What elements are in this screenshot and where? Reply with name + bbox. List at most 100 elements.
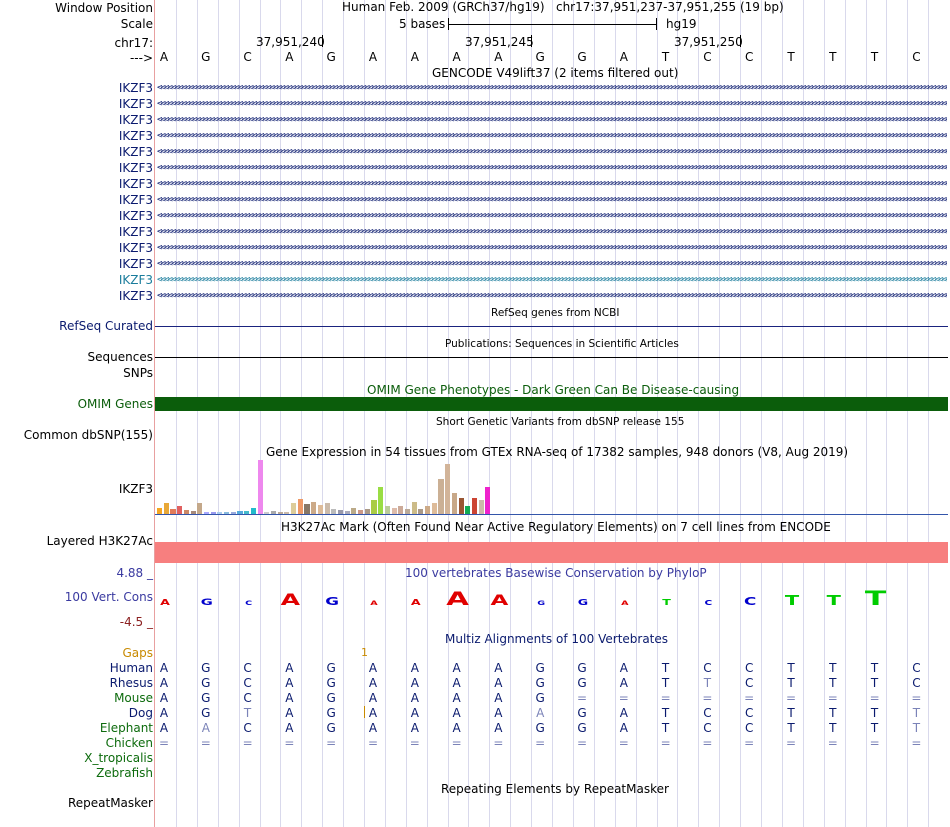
phylop-title[interactable]: 100 vertebrates Basewise Conservation by…	[405, 566, 707, 580]
omim-track-bar[interactable]	[155, 397, 948, 411]
gtex-tissue-bar[interactable]	[297, 499, 303, 514]
gtex-tissue-bar[interactable]	[210, 512, 216, 514]
gencode-gene-label[interactable]: IKZF3	[118, 273, 153, 287]
gtex-tissue-bar[interactable]	[337, 510, 344, 514]
pubs-track-line[interactable]	[155, 357, 948, 358]
gtex-tissue-bar[interactable]	[250, 508, 256, 514]
gtex-tissue-bar[interactable]	[358, 510, 364, 514]
gtex-label[interactable]: IKZF3	[118, 482, 153, 496]
gencode-gene-label[interactable]: IKZF3	[118, 145, 153, 159]
gtex-tissue-bar[interactable]	[264, 512, 270, 514]
gtex-tissue-bar[interactable]	[257, 460, 263, 514]
gencode-gene-label[interactable]: IKZF3	[118, 81, 153, 95]
gtex-tissue-bar[interactable]	[170, 509, 176, 514]
repeatmasker-label[interactable]: RepeatMasker	[67, 796, 153, 810]
gtex-tissue-bar[interactable]	[324, 503, 330, 514]
gtex-tissue-bar[interactable]	[398, 506, 404, 514]
gencode-gene-label[interactable]: IKZF3	[118, 113, 153, 127]
gtex-tissue-bar[interactable]	[364, 509, 370, 514]
gtex-tissue-bar[interactable]	[418, 509, 424, 514]
gencode-transcript[interactable]: <<<<<<<<<<<<<<<<<<<<<<<<<<<<<<<<<<<<<<<<…	[157, 131, 947, 141]
refseq-title[interactable]: RefSeq genes from NCBI	[491, 307, 620, 319]
gtex-tissue-bar[interactable]	[203, 512, 210, 514]
refseq-label[interactable]: RefSeq Curated	[59, 319, 153, 333]
phylop-label[interactable]: 100 Vert. Cons	[64, 590, 153, 604]
gtex-tissue-bar[interactable]	[445, 464, 451, 514]
multiz-species-label[interactable]: Zebrafish	[96, 766, 153, 780]
gencode-gene-label[interactable]: IKZF3	[118, 209, 153, 223]
gtex-tissue-bar[interactable]	[391, 508, 397, 514]
multiz-species-label[interactable]: Mouse	[114, 691, 153, 705]
gencode-transcript[interactable]: <<<<<<<<<<<<<<<<<<<<<<<<<<<<<<<<<<<<<<<<…	[157, 147, 947, 157]
snps-label[interactable]: SNPs	[123, 366, 153, 380]
gencode-title[interactable]: GENCODE V49lift37 (2 items filtered out)	[432, 66, 679, 80]
gencode-transcript[interactable]: <<<<<<<<<<<<<<<<<<<<<<<<<<<<<<<<<<<<<<<<…	[157, 179, 947, 189]
gencode-transcript[interactable]: <<<<<<<<<<<<<<<<<<<<<<<<<<<<<<<<<<<<<<<<…	[157, 99, 947, 109]
h3k27ac-label[interactable]: Layered H3K27Ac	[46, 534, 153, 548]
gtex-tissue-bar[interactable]	[485, 487, 491, 514]
gtex-tissue-bar[interactable]	[317, 505, 323, 514]
h3k27ac-track-bar[interactable]	[155, 542, 948, 563]
gtex-tissue-bar[interactable]	[465, 506, 471, 514]
gencode-gene-label[interactable]: IKZF3	[118, 257, 153, 271]
multiz-title[interactable]: Multiz Alignments of 100 Vertebrates	[445, 632, 669, 646]
gtex-tissue-bar[interactable]	[404, 509, 411, 514]
gtex-tissue-bar[interactable]	[371, 500, 377, 514]
gencode-transcript[interactable]: <<<<<<<<<<<<<<<<<<<<<<<<<<<<<<<<<<<<<<<<…	[157, 195, 947, 205]
gtex-tissue-bar[interactable]	[230, 512, 236, 514]
gtex-tissue-bar[interactable]	[425, 506, 431, 514]
gencode-gene-label[interactable]: IKZF3	[118, 225, 153, 239]
refseq-track-line[interactable]	[155, 326, 948, 327]
dbsnp-label[interactable]: Common dbSNP(155)	[23, 428, 153, 442]
gtex-tissue-bar[interactable]	[311, 502, 317, 514]
gencode-transcript[interactable]: <<<<<<<<<<<<<<<<<<<<<<<<<<<<<<<<<<<<<<<<…	[157, 211, 947, 221]
pubs-title[interactable]: Publications: Sequences in Scientific Ar…	[445, 338, 679, 350]
gencode-transcript[interactable]: <<<<<<<<<<<<<<<<<<<<<<<<<<<<<<<<<<<<<<<<…	[157, 291, 947, 301]
gtex-tissue-bar[interactable]	[471, 498, 478, 514]
gencode-transcript[interactable]: <<<<<<<<<<<<<<<<<<<<<<<<<<<<<<<<<<<<<<<<…	[157, 115, 947, 125]
gtex-tissue-bar[interactable]	[451, 493, 457, 514]
gtex-tissue-bar[interactable]	[270, 511, 277, 514]
gaps-label[interactable]: Gaps	[122, 646, 153, 660]
gencode-transcript[interactable]: <<<<<<<<<<<<<<<<<<<<<<<<<<<<<<<<<<<<<<<<…	[157, 275, 947, 285]
gtex-tissue-bar[interactable]	[458, 498, 464, 514]
gtex-tissue-bar[interactable]	[157, 508, 163, 514]
gencode-gene-label[interactable]: IKZF3	[118, 97, 153, 111]
gtex-tissue-bar[interactable]	[284, 512, 290, 514]
gtex-tissue-bar[interactable]	[244, 511, 250, 514]
pubs-label[interactable]: Sequences	[87, 350, 153, 364]
gtex-tissue-bar[interactable]	[331, 509, 337, 514]
gtex-tissue-bar[interactable]	[177, 506, 183, 514]
gtex-tissue-bar[interactable]	[291, 503, 297, 514]
gencode-gene-label[interactable]: IKZF3	[118, 241, 153, 255]
omim-label[interactable]: OMIM Genes	[77, 397, 153, 411]
gtex-tissue-bar[interactable]	[351, 508, 357, 514]
gtex-tissue-bar[interactable]	[277, 512, 283, 514]
dbsnp-title[interactable]: Short Genetic Variants from dbSNP releas…	[436, 416, 685, 428]
gtex-bar-chart[interactable]	[155, 460, 555, 515]
gencode-gene-label[interactable]: IKZF3	[118, 193, 153, 207]
multiz-species-label[interactable]: Dog	[128, 706, 153, 720]
gtex-tissue-bar[interactable]	[438, 479, 444, 514]
multiz-species-label[interactable]: Rhesus	[109, 676, 153, 690]
gtex-tissue-bar[interactable]	[304, 504, 310, 514]
gtex-tissue-bar[interactable]	[378, 487, 384, 514]
assembly-title[interactable]: Human Feb. 2009 (GRCh37/hg19) chr17:37,9…	[342, 0, 784, 14]
multiz-species-label[interactable]: Elephant	[99, 721, 153, 735]
gencode-transcript[interactable]: <<<<<<<<<<<<<<<<<<<<<<<<<<<<<<<<<<<<<<<<…	[157, 83, 947, 93]
gtex-tissue-bar[interactable]	[478, 500, 484, 514]
gtex-tissue-bar[interactable]	[190, 511, 196, 514]
gencode-transcript[interactable]: <<<<<<<<<<<<<<<<<<<<<<<<<<<<<<<<<<<<<<<<…	[157, 227, 947, 237]
gtex-tissue-bar[interactable]	[344, 511, 350, 514]
multiz-species-label[interactable]: Chicken	[105, 736, 153, 750]
gtex-tissue-bar[interactable]	[163, 503, 169, 514]
h3k27ac-title[interactable]: H3K27Ac Mark (Often Found Near Active Re…	[281, 520, 831, 534]
omim-title[interactable]: OMIM Gene Phenotypes - Dark Green Can Be…	[367, 383, 740, 397]
gencode-gene-label[interactable]: IKZF3	[118, 177, 153, 191]
gtex-tissue-bar[interactable]	[217, 512, 223, 514]
gtex-title[interactable]: Gene Expression in 54 tissues from GTEx …	[266, 445, 849, 459]
gtex-tissue-bar[interactable]	[237, 511, 243, 514]
gencode-gene-label[interactable]: IKZF3	[118, 161, 153, 175]
multiz-species-label[interactable]: X_tropicalis	[84, 751, 153, 765]
